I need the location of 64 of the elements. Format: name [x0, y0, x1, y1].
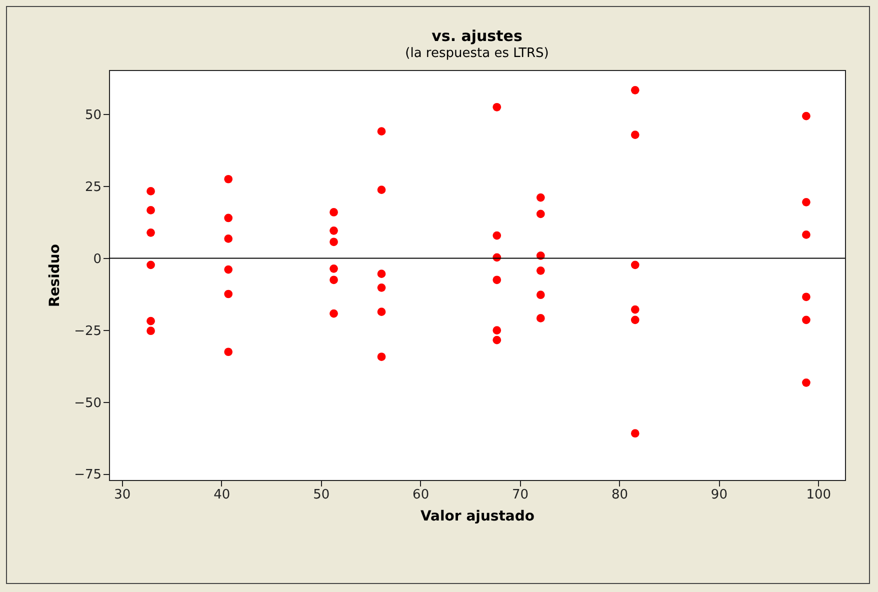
point: [536, 266, 545, 275]
chart-subtitle: (la respuesta es LTRS): [405, 46, 549, 61]
point: [802, 112, 810, 120]
point: [802, 198, 810, 206]
point: [377, 270, 386, 278]
x-axis-title: Valor ajustado: [420, 508, 535, 524]
y-tick-label: −75: [74, 468, 102, 483]
x-tick-label: 40: [214, 488, 230, 502]
point: [492, 276, 502, 284]
y-tick-label: 50: [84, 108, 102, 123]
point: [377, 186, 386, 194]
point: [492, 326, 502, 334]
x-tick-label: 30: [114, 488, 131, 502]
point: [146, 187, 155, 196]
point: [330, 276, 338, 284]
point: [377, 352, 386, 361]
point: [146, 206, 155, 214]
point: [802, 378, 810, 387]
point: [330, 238, 338, 246]
point: [802, 316, 810, 324]
point: [330, 226, 338, 235]
point: [330, 309, 338, 318]
point: [630, 260, 640, 270]
x-tick-label: 100: [806, 488, 832, 502]
x-tick-label: 50: [313, 488, 330, 502]
x-tick-label: 90: [710, 488, 728, 502]
point: [224, 265, 233, 274]
point: [630, 316, 640, 324]
point: [146, 316, 155, 326]
point: [330, 208, 338, 216]
y-tick-label: −25: [74, 324, 102, 339]
point: [802, 230, 810, 239]
x-tick-label: 70: [512, 488, 529, 502]
point: [224, 174, 233, 184]
point: [224, 214, 233, 222]
point: [492, 336, 502, 344]
point: [224, 290, 233, 298]
point: [536, 210, 545, 218]
point: [536, 290, 545, 300]
point: [802, 292, 810, 302]
point: [224, 234, 233, 243]
point: [377, 127, 386, 136]
point: [536, 314, 545, 322]
chart-title: vs. ajustes: [432, 27, 522, 45]
point: [330, 264, 338, 273]
point: [377, 283, 386, 292]
point: [377, 308, 386, 316]
point: [146, 326, 155, 336]
x-tick-label: 60: [412, 488, 430, 502]
y-axis-title: Residuo: [47, 244, 64, 308]
point: [224, 348, 233, 356]
point: [492, 231, 502, 240]
point: [492, 102, 502, 112]
point: [630, 86, 640, 94]
point: [630, 130, 640, 139]
point: [630, 305, 640, 314]
y-tick-label: −50: [74, 396, 102, 411]
point: [536, 193, 545, 202]
y-tick-label: 0: [93, 252, 102, 267]
y-tick-label: 25: [84, 180, 102, 195]
point: [146, 228, 155, 237]
point: [146, 260, 155, 270]
point: [630, 429, 640, 438]
x-tick-label: 80: [611, 488, 628, 502]
